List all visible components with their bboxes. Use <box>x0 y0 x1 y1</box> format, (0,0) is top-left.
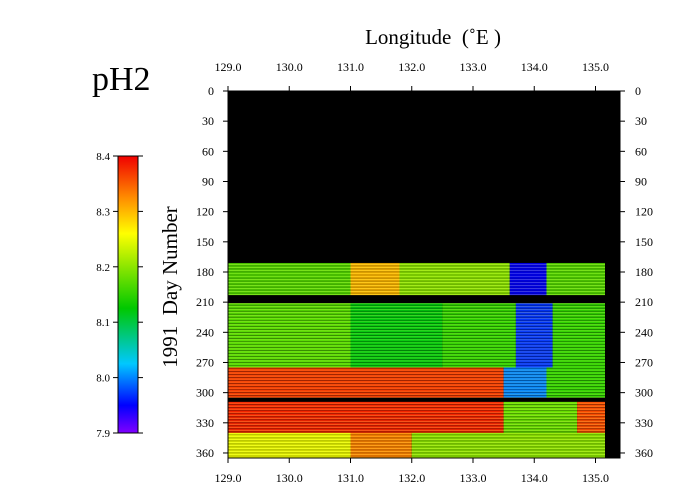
y-tick-label-right: 30 <box>635 114 647 128</box>
heatmap-cell <box>228 367 504 398</box>
heatmap-cell <box>228 401 504 433</box>
y-tick-label-right: 60 <box>635 144 647 158</box>
heatmap-cell <box>228 432 351 458</box>
y-tick-label-left: 330 <box>196 416 214 430</box>
y-tick-label-left: 180 <box>196 265 214 279</box>
colorbar-scale <box>117 155 139 434</box>
heatmap-cell <box>546 262 605 296</box>
colorbar-tick-label: 8.3 <box>96 206 110 218</box>
colorbar-tick-label: 7.9 <box>96 428 110 440</box>
heatmap-cell <box>399 262 510 296</box>
y-tick-label-left: 30 <box>202 114 214 128</box>
y-tick-label-right: 90 <box>635 174 647 188</box>
y-tick-label-right: 300 <box>635 386 653 400</box>
y-tick-label-right: 120 <box>635 205 653 219</box>
heatmap-cell <box>509 262 547 296</box>
heatmap-cell <box>350 432 412 458</box>
y-tick-label-right: 150 <box>635 235 653 249</box>
heatmap-cell <box>546 367 605 398</box>
heatmap-cell <box>411 432 605 458</box>
colorbar-tick-label: 8.2 <box>96 262 110 274</box>
y-tick-label-left: 0 <box>208 84 214 98</box>
y-tick-label-left: 150 <box>196 235 214 249</box>
y-tick-label-left: 360 <box>196 446 214 460</box>
axes: 129.0 129.0 130.0 130.0 131.0 131.0 132.0 132.0… <box>196 60 653 485</box>
x-tick-label-top: 135.0 <box>582 60 609 74</box>
x-tick-label-top: 130.0 <box>276 60 303 74</box>
y-tick-label-right: 180 <box>635 265 653 279</box>
y-tick-label-left: 210 <box>196 295 214 309</box>
y-tick-label-right: 330 <box>635 416 653 430</box>
heatmap-cell <box>503 367 547 398</box>
y-tick-label-right: 210 <box>635 295 653 309</box>
colorbar-tick-label: 8.1 <box>96 317 110 329</box>
x-tick-label-bottom: 134.0 <box>521 471 548 485</box>
y-tick-label-left: 60 <box>202 144 214 158</box>
y-tick-label-right: 270 <box>635 355 653 369</box>
x-tick-label-bottom: 132.0 <box>398 471 425 485</box>
heatmap-cell <box>228 262 351 296</box>
y-tick-label-left: 270 <box>196 355 214 369</box>
x-tick-label-bottom: 133.0 <box>460 471 487 485</box>
x-tick-label-bottom: 130.0 <box>276 471 303 485</box>
x-tick-label-top: 134.0 <box>521 60 548 74</box>
transect-lines <box>228 262 605 458</box>
x-axis-label: Longitude (˚E ) <box>365 25 501 49</box>
y-axis-label: 1991 Day Number <box>158 206 182 368</box>
chart-title: pH2 <box>92 61 151 98</box>
x-tick-label-bottom: 131.0 <box>337 471 364 485</box>
x-tick-label-top: 133.0 <box>460 60 487 74</box>
x-tick-label-top: 132.0 <box>398 60 425 74</box>
y-tick-label-left: 240 <box>196 325 214 339</box>
colorbar-tick-label: 8.4 <box>96 151 110 163</box>
colorbar: 8.4 8.3 8.2 8.1 8.0 7.9 <box>96 151 143 440</box>
y-tick-label-left: 120 <box>196 205 214 219</box>
y-tick-label-left: 90 <box>202 174 214 188</box>
heatmap-cell <box>503 401 578 433</box>
x-tick-label-top: 131.0 <box>337 60 364 74</box>
right-edge-mask <box>605 262 620 458</box>
heatmap-plot <box>227 90 621 459</box>
plot-frame <box>227 90 621 459</box>
colorbar-tick-label: 8.0 <box>96 373 110 385</box>
heatmap-cell <box>350 262 400 296</box>
y-tick-label-left: 300 <box>196 386 214 400</box>
y-tick-label-right: 240 <box>635 325 653 339</box>
heatmap-cell <box>577 401 605 433</box>
y-tick-label-right: 0 <box>635 84 641 98</box>
x-tick-label-bottom: 135.0 <box>582 471 609 485</box>
x-tick-label-bottom: 129.0 <box>215 471 242 485</box>
y-tick-label-right: 360 <box>635 446 653 460</box>
x-tick-label-top: 129.0 <box>215 60 242 74</box>
